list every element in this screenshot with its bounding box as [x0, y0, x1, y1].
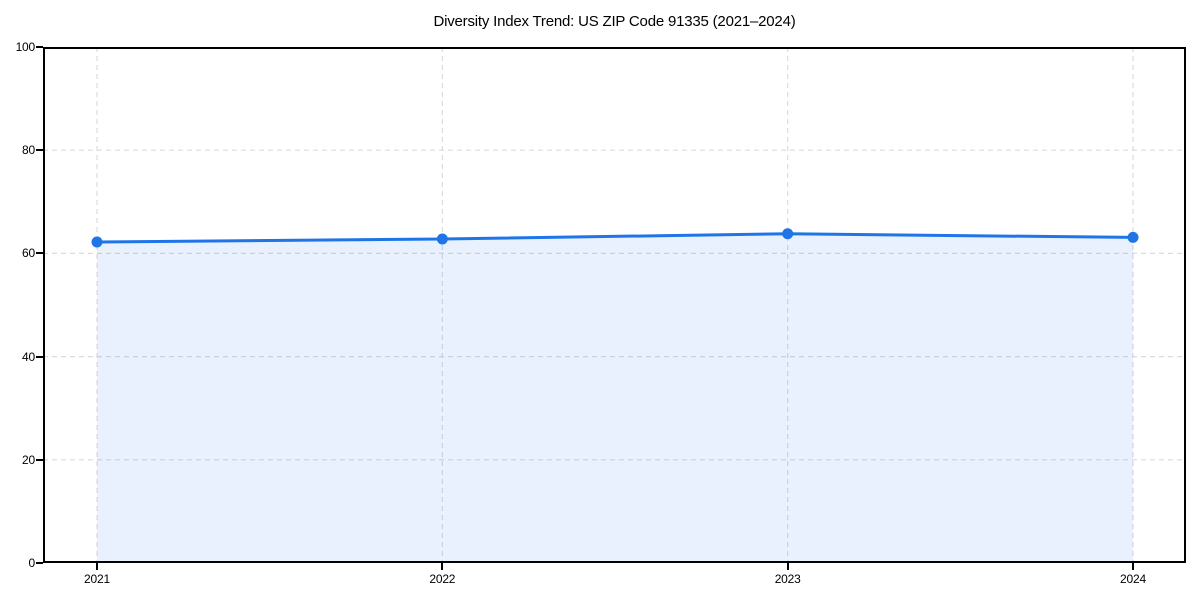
trend-line: [95, 232, 1135, 244]
x-tick-mark: [441, 563, 444, 570]
x-tick-label: 2023: [774, 572, 801, 586]
chart-canvas: [43, 47, 1186, 563]
y-tick-label: 60: [22, 246, 35, 261]
y-tick-mark: [36, 562, 43, 564]
area-fill: [97, 233, 1133, 563]
data-point-marker: [782, 228, 794, 240]
x-tick-label: 2022: [429, 572, 456, 586]
data-point-marker: [1127, 231, 1139, 243]
x-tick-mark: [1132, 563, 1134, 570]
x-tick-label: 2024: [1120, 572, 1146, 586]
y-tick-label: 80: [22, 143, 35, 158]
y-tick-mark: [36, 458, 43, 461]
data-point-marker: [436, 233, 448, 245]
y-tick-label: 0: [28, 556, 36, 570]
data-point-marker: [91, 236, 103, 248]
x-tick-label: 2021: [84, 572, 110, 586]
y-tick-mark: [36, 252, 43, 255]
y-tick-mark: [36, 46, 43, 48]
y-tick-mark: [36, 149, 43, 152]
y-tick-mark: [36, 355, 43, 358]
y-tick-label: 20: [22, 452, 35, 467]
axes-border: [43, 47, 1186, 563]
plot-area: [43, 47, 1186, 563]
y-tick-label: 40: [22, 349, 35, 364]
x-tick-mark: [96, 563, 98, 570]
x-tick-mark: [786, 563, 789, 570]
y-tick-label: 100: [15, 40, 36, 54]
chart-title: Diversity Index Trend: US ZIP Code 91335…: [433, 13, 796, 30]
